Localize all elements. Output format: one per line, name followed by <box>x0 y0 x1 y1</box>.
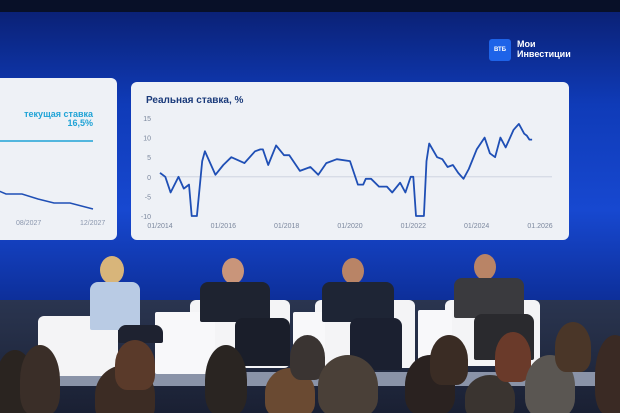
x-tick: 12/2027 <box>80 220 106 227</box>
brand-name: Мои Инвестиции <box>517 39 571 59</box>
forecast-panel: текущая ставка 16,5% 08/2027 12/2027 <box>0 78 117 240</box>
x-tick-label: 01.2026 <box>527 223 552 230</box>
forecast-line <box>0 190 94 210</box>
y-tick-label: -10 <box>141 214 151 221</box>
x-tick-label: 01/2024 <box>464 223 489 230</box>
logo-text: ВТБ <box>493 47 507 53</box>
real-rate-series-line <box>159 123 533 217</box>
y-tick-label: 0 <box>147 175 151 182</box>
x-tick-label: 01/2020 <box>337 223 362 230</box>
audience-member <box>20 345 60 413</box>
audience-member <box>555 322 591 372</box>
vtb-logo-icon: ВТБ <box>489 39 511 61</box>
audience-member <box>290 335 325 380</box>
y-tick-label: 5 <box>147 155 151 162</box>
forecast-lines <box>0 140 94 210</box>
audience-member <box>430 335 468 385</box>
x-tick-label: 01/2018 <box>274 223 299 230</box>
audience-member <box>318 355 378 413</box>
audience-member <box>205 345 247 413</box>
side-table <box>155 312 215 374</box>
x-tick: 08/2027 <box>16 220 42 227</box>
y-tick-label: 15 <box>143 116 151 123</box>
x-tick-label: 01/2022 <box>401 223 426 230</box>
chart-title: Реальная ставка, % <box>146 95 244 106</box>
y-tick-label: -5 <box>145 194 151 201</box>
brand: ВТБ Мои Инвестиции <box>489 39 577 61</box>
chart-svg: 15 10 5 0 -5 -10 01/2014 01/2016 01/2018 01/2020 0… <box>141 116 553 230</box>
presentation-screen: ВТБ Мои Инвестиции текущая ставка 16,5% … <box>0 0 620 300</box>
real-rate-chart: Реальная ставка, % 15 10 5 0 -5 -10 01/2014 01/… <box>131 82 569 240</box>
audience-member <box>595 335 620 413</box>
audience-member <box>495 332 531 382</box>
x-tick-label: 01/2016 <box>211 223 236 230</box>
x-tick-label: 01/2014 <box>147 223 172 230</box>
current-rate-label: текущая ставка 16,5% <box>24 109 93 129</box>
y-tick-label: 10 <box>143 136 151 143</box>
ceiling <box>0 0 620 12</box>
audience-member <box>115 340 155 390</box>
